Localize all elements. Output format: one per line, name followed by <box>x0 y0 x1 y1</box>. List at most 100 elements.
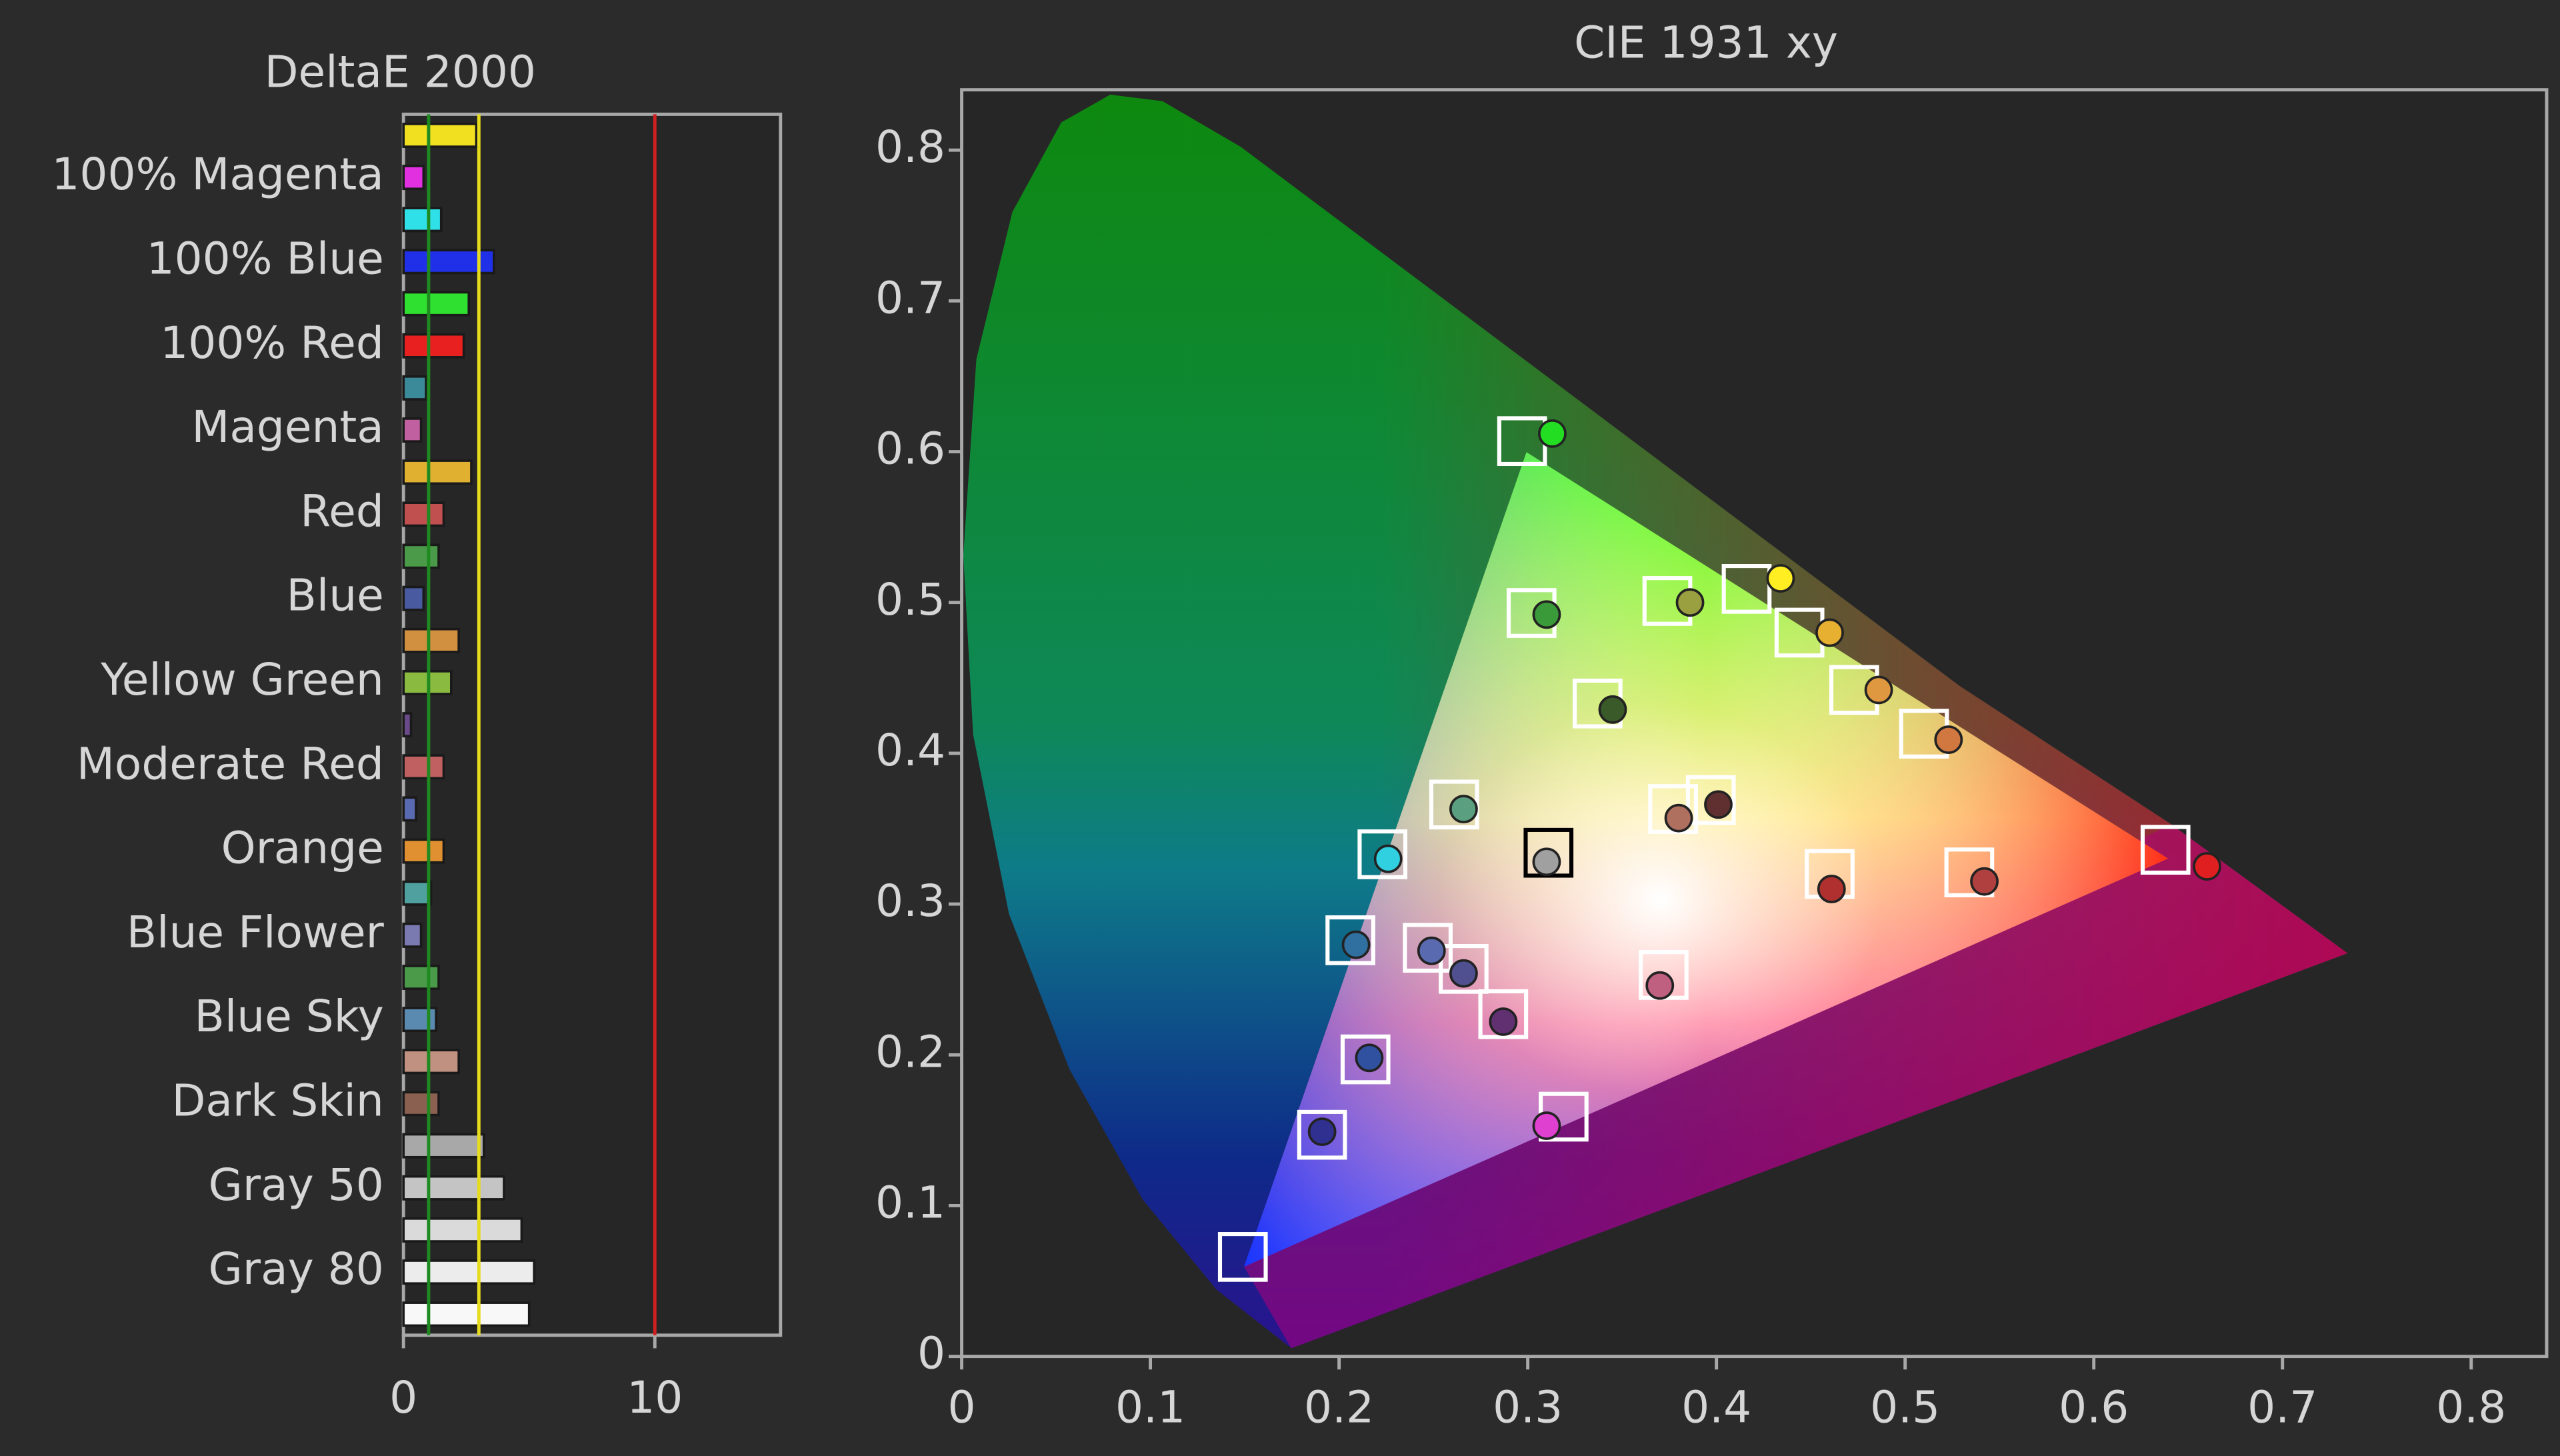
target-point <box>1648 784 1698 834</box>
bar-plot-area <box>401 112 783 1337</box>
category-label: Gray 50 <box>209 1159 384 1211</box>
measured-point <box>1598 695 1627 724</box>
measured-point <box>1815 618 1844 647</box>
y-tick-label: 0.4 <box>875 725 945 776</box>
category-label: Orange <box>221 823 384 874</box>
bar <box>402 1301 531 1327</box>
x-tick-label: 0 <box>389 1372 417 1423</box>
measured-point <box>2193 852 2221 881</box>
x-tick-label: 0.3 <box>1493 1382 1563 1433</box>
y-tick-label: 0.5 <box>875 574 945 625</box>
measured-point <box>1355 1043 1384 1073</box>
measured-point <box>1373 844 1403 873</box>
bar <box>402 207 443 233</box>
y-tick-label: 0.1 <box>875 1177 945 1229</box>
category-label: Gray 80 <box>209 1243 384 1295</box>
category-label: Blue Flower <box>127 907 385 958</box>
measured-point <box>1449 959 1478 988</box>
bar <box>402 1217 523 1243</box>
bar <box>402 459 473 485</box>
bar <box>402 501 445 527</box>
bar <box>402 1007 438 1033</box>
bar <box>402 627 460 653</box>
bar <box>402 291 471 317</box>
x-tick-label: 0 <box>948 1382 976 1433</box>
bar <box>402 333 465 359</box>
bar <box>402 965 440 990</box>
measured-point <box>1532 1111 1561 1141</box>
purple-line-region <box>1244 824 2348 1349</box>
category-label: Yellow Green <box>100 654 384 705</box>
bar <box>402 796 417 822</box>
measured-point <box>1864 675 1893 705</box>
bar <box>402 165 425 191</box>
category-label: 100% Blue <box>147 233 384 284</box>
target-point <box>1340 1034 1391 1085</box>
cie-diagram <box>963 95 2348 1349</box>
bar <box>402 838 445 864</box>
category-label: Magenta <box>191 401 383 453</box>
measured-point <box>1538 419 1567 448</box>
target-point <box>2140 825 2191 875</box>
target-point <box>1217 1232 1268 1282</box>
measured-point <box>1449 795 1478 824</box>
target-point <box>1439 944 1489 994</box>
measured-point <box>1532 847 1561 877</box>
chart-title: DeltaE 2000 <box>265 47 536 98</box>
bar <box>402 712 413 738</box>
measured-point <box>1934 725 1963 754</box>
bar <box>402 417 423 443</box>
measured-point <box>1417 936 1446 965</box>
bar <box>402 1049 460 1075</box>
x-tick-label: 0.7 <box>2247 1382 2317 1433</box>
target-point <box>1478 989 1529 1039</box>
target-point <box>1685 775 1736 825</box>
measured-point <box>1489 1007 1518 1036</box>
measured-point <box>1341 930 1371 959</box>
category-label: Blue <box>287 570 384 621</box>
measured-point <box>1664 803 1693 833</box>
measured-point <box>1532 600 1561 629</box>
category-label: Moderate Red <box>77 738 384 789</box>
target-point <box>1357 829 1408 879</box>
y-tick-label: 0.6 <box>875 423 945 475</box>
measured-point <box>1675 588 1705 617</box>
bar <box>402 375 427 401</box>
measured-point <box>1970 867 1999 896</box>
bar <box>402 122 478 148</box>
bar <box>402 1175 505 1201</box>
x-tick-label: 0.2 <box>1304 1382 1374 1433</box>
measured-point <box>1766 564 1795 593</box>
bar <box>402 1091 440 1117</box>
bar <box>402 585 425 611</box>
bar <box>402 754 445 780</box>
y-tick-label: 0.3 <box>875 875 945 927</box>
bar <box>402 922 423 948</box>
bar <box>402 880 433 906</box>
measured-point <box>1704 790 1733 819</box>
x-tick-label: 0.5 <box>1870 1382 1940 1433</box>
x-tick-label: 0.6 <box>2059 1382 2129 1433</box>
measured-point <box>1817 875 1846 903</box>
category-label: 100% Red <box>160 317 384 369</box>
measured-point <box>1645 971 1675 1000</box>
category-label: 100% Magenta <box>51 149 383 200</box>
bar <box>402 543 440 569</box>
measured-point <box>1307 1117 1337 1147</box>
bar <box>402 1133 485 1159</box>
x-tick-label: 10 <box>627 1372 683 1423</box>
x-tick-label: 0.4 <box>1681 1382 1751 1433</box>
x-tick-label: 0.1 <box>1115 1382 1185 1433</box>
target-point <box>1325 915 1375 965</box>
chart-title: CIE 1931 xy <box>1574 17 1838 69</box>
target-point <box>1721 564 1772 614</box>
category-label: Red <box>300 485 384 537</box>
bar <box>402 1259 536 1285</box>
target-point <box>1297 1109 1347 1160</box>
category-label: Blue Sky <box>195 991 384 1042</box>
y-tick-label: 0.8 <box>875 121 945 173</box>
y-tick-label: 0 <box>917 1328 945 1379</box>
x-tick-label: 0.8 <box>2436 1382 2506 1433</box>
